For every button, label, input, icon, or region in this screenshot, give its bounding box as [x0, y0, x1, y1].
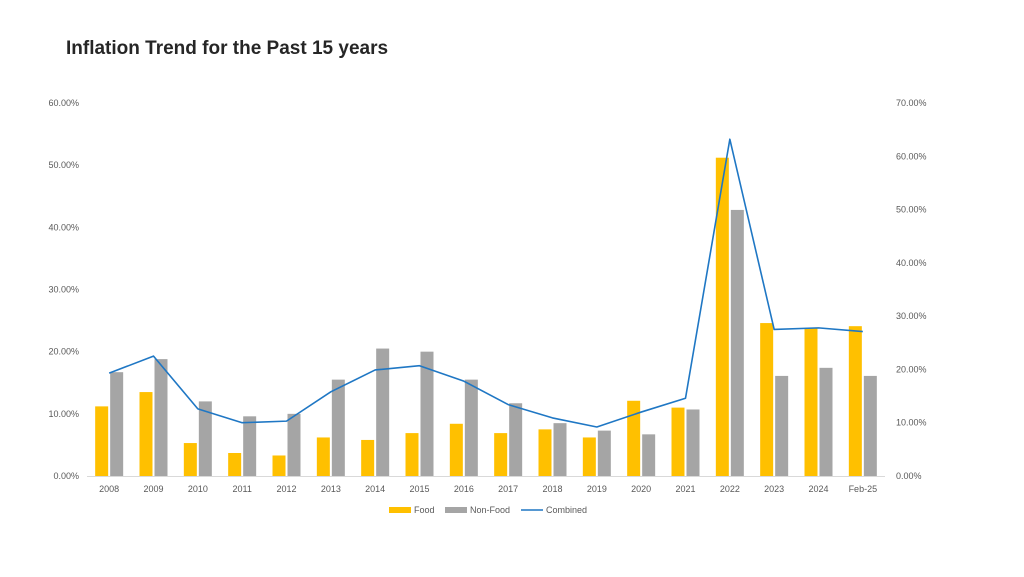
- bar-non-food: [376, 348, 390, 476]
- bar-non-food: [110, 372, 124, 476]
- bar-food: [139, 392, 153, 476]
- bar-non-food: [331, 379, 345, 476]
- x-tick-label: 2013: [321, 484, 341, 494]
- x-tick-label: 2014: [365, 484, 385, 494]
- bar-food: [405, 433, 419, 476]
- y-left-tick-label: 20.00%: [48, 347, 79, 357]
- bar-non-food: [686, 409, 700, 476]
- y-left-tick-label: 60.00%: [48, 98, 79, 108]
- bar-non-food: [642, 434, 656, 476]
- bar-food: [183, 443, 197, 476]
- x-tick-label: 2008: [99, 484, 119, 494]
- bar-non-food: [154, 359, 168, 476]
- bar-food: [95, 406, 109, 476]
- bar-food: [760, 323, 774, 476]
- y-right-tick-label: 60.00%: [896, 151, 927, 161]
- bar-food: [361, 439, 375, 476]
- bar-non-food: [464, 379, 478, 476]
- bar-non-food: [509, 403, 523, 476]
- bar-non-food: [597, 430, 611, 476]
- legend-label-combined: Combined: [546, 505, 587, 515]
- y-left-tick-label: 30.00%: [48, 285, 79, 295]
- legend-swatch-non-food: [445, 507, 467, 513]
- line-combined: [108, 138, 863, 428]
- bar-non-food: [730, 209, 744, 476]
- x-tick-label: 2016: [454, 484, 474, 494]
- x-tick-label: 2021: [675, 484, 695, 494]
- bar-non-food: [863, 375, 877, 476]
- y-right-tick-label: 10.00%: [896, 418, 927, 428]
- bar-food: [848, 326, 862, 476]
- chart-title: Inflation Trend for the Past 15 years: [66, 38, 389, 59]
- bar-food: [228, 452, 242, 476]
- y-left-tick-label: 10.00%: [48, 409, 79, 419]
- bar-food: [538, 429, 552, 476]
- bar-non-food: [420, 351, 434, 476]
- x-tick-label: 2019: [587, 484, 607, 494]
- y-left-tick-label: 40.00%: [48, 222, 79, 232]
- bar-non-food: [287, 413, 301, 476]
- x-tick-label: 2023: [764, 484, 784, 494]
- legend-swatch-food: [389, 507, 411, 513]
- x-tick-label: 2020: [631, 484, 651, 494]
- bar-food: [671, 407, 685, 476]
- bar-food: [627, 400, 641, 476]
- x-tick-label: 2015: [409, 484, 429, 494]
- legend-label-food: Food: [414, 505, 435, 515]
- bar-food: [715, 157, 729, 476]
- x-tick-label: 2010: [188, 484, 208, 494]
- y-left-tick-label: 0.00%: [53, 471, 79, 481]
- bar-non-food: [775, 375, 789, 476]
- x-tick-label: 2018: [542, 484, 562, 494]
- y-left-tick-label: 50.00%: [48, 160, 79, 170]
- bar-food: [582, 437, 596, 476]
- y-right-tick-label: 70.00%: [896, 98, 927, 108]
- x-tick-label: 2012: [276, 484, 296, 494]
- x-tick-label: 2022: [720, 484, 740, 494]
- y-right-tick-label: 0.00%: [896, 471, 922, 481]
- x-tick-label: 2017: [498, 484, 518, 494]
- bar-food: [804, 328, 818, 476]
- bar-food: [316, 437, 330, 476]
- y-right-tick-label: 50.00%: [896, 205, 927, 215]
- bar-non-food: [243, 416, 257, 476]
- x-tick-label: Feb-25: [849, 484, 878, 494]
- y-right-tick-label: 30.00%: [896, 311, 927, 321]
- y-right-tick-label: 40.00%: [896, 258, 927, 268]
- legend-label-non-food: Non-Food: [470, 505, 510, 515]
- bar-non-food: [819, 367, 833, 476]
- bar-non-food: [198, 401, 212, 476]
- x-tick-label: 2024: [808, 484, 828, 494]
- x-tick-label: 2011: [232, 484, 251, 494]
- bar-food: [494, 433, 508, 476]
- x-tick-label: 2009: [143, 484, 163, 494]
- bar-non-food: [553, 423, 567, 476]
- bar-food: [272, 455, 286, 476]
- bar-food: [449, 423, 463, 476]
- y-right-tick-label: 20.00%: [896, 364, 927, 374]
